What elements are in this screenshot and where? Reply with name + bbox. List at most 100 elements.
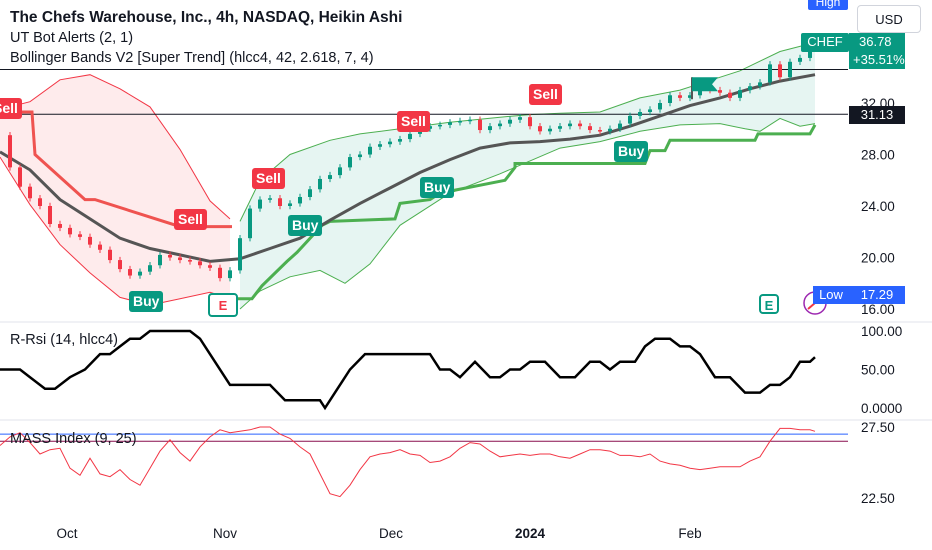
- time-axis-tick: Feb: [678, 526, 701, 541]
- bollinger-fill-bullish: [240, 42, 815, 310]
- low-price-tag: 17.29: [849, 286, 905, 304]
- candle-body: [578, 123, 582, 127]
- price-axis-tick: 20.00: [861, 251, 895, 266]
- candle-body: [188, 260, 192, 262]
- high-label: High: [808, 0, 848, 10]
- time-axis-tick: 2024: [515, 526, 546, 541]
- mass-index-line: [0, 426, 816, 498]
- candle-body: [768, 64, 772, 83]
- time-axis-tick: Nov: [213, 526, 237, 541]
- low-label: Low: [813, 286, 849, 304]
- candle-body: [778, 64, 782, 78]
- supertrend-bullish-line: [236, 124, 817, 301]
- earnings-icon-frame: [208, 293, 238, 317]
- candle-body: [138, 271, 142, 276]
- indicator-rsi-label[interactable]: R-Rsi (14, hlcc4): [10, 332, 118, 348]
- candle-body: [498, 123, 502, 127]
- candle-body: [118, 260, 122, 270]
- candle-body: [478, 119, 482, 131]
- candle-body: [318, 178, 322, 190]
- flag-icon: [692, 77, 718, 92]
- indicator-bollinger-label[interactable]: Bollinger Bands V2 [Super Trend] (hlcc4,…: [10, 50, 374, 66]
- candle-body: [168, 254, 172, 258]
- candle-body: [568, 123, 572, 127]
- currency-button[interactable]: USD: [857, 5, 921, 33]
- ticker-tag: CHEF: [801, 33, 849, 52]
- buy-signal: Buy: [129, 291, 164, 313]
- candle-body: [398, 139, 402, 142]
- candle-body: [38, 198, 42, 206]
- candle-body: [548, 128, 552, 132]
- candle-body: [458, 121, 462, 123]
- candle-body: [108, 249, 112, 261]
- candle-body: [388, 141, 392, 145]
- candle-body: [668, 95, 672, 103]
- candle-body: [438, 124, 442, 127]
- candle-body: [698, 87, 702, 96]
- price-axis-tick: 28.00: [861, 148, 895, 163]
- candle-body: [798, 57, 802, 62]
- candle-body: [98, 244, 102, 250]
- candle-body: [288, 203, 292, 206]
- last-price-tag: 36.78: [849, 33, 905, 51]
- candle-body: [608, 128, 612, 132]
- candle-body: [648, 109, 652, 113]
- candle-body: [308, 189, 312, 197]
- candle-body: [278, 198, 282, 206]
- candle-body: [338, 167, 342, 176]
- time-axis-tick: Dec: [379, 526, 403, 541]
- candle-body: [18, 167, 22, 187]
- candle-body: [148, 265, 152, 272]
- chart-title: The Chefs Warehouse, Inc., 4h, NASDAQ, H…: [10, 9, 403, 26]
- candle-body: [628, 115, 632, 124]
- candle-body: [588, 126, 592, 131]
- candle-body: [618, 123, 622, 129]
- mass-axis-tick: 22.50: [861, 491, 895, 506]
- candle-body: [218, 267, 222, 279]
- candle-body: [718, 90, 722, 93]
- candle-body: [738, 90, 742, 98]
- candle-body: [378, 144, 382, 147]
- candle-body: [68, 227, 72, 235]
- rsi-axis-tick: 100.00: [861, 324, 902, 339]
- buy-signal: Buy: [420, 176, 455, 198]
- candle-body: [678, 95, 682, 98]
- mass-axis-tick: 27.50: [861, 420, 895, 435]
- bollinger-upper-bearish: [0, 74, 231, 220]
- candle-body: [728, 92, 732, 98]
- bollinger-lower-bearish: [0, 156, 231, 306]
- candle-body: [158, 254, 162, 266]
- bollinger-lower-bullish: [239, 117, 816, 310]
- candle-body: [748, 86, 752, 91]
- candle-body: [8, 135, 12, 168]
- indicator-ut-bot-label[interactable]: UT Bot Alerts (2, 1): [10, 30, 134, 46]
- candle-body: [368, 146, 372, 155]
- candle-body: [208, 265, 212, 268]
- candle-body: [808, 46, 812, 58]
- sell-signal: Sell: [252, 167, 285, 189]
- price-axis-tick: 24.00: [861, 199, 895, 214]
- rsi-line: [0, 329, 816, 411]
- bollinger-basis-line: [0, 73, 816, 263]
- candle-body: [428, 126, 432, 129]
- candle-body: [58, 224, 62, 228]
- candle-body: [638, 112, 642, 116]
- candle-body: [558, 126, 562, 129]
- candle-body: [78, 234, 82, 237]
- candle-body: [358, 154, 362, 158]
- candle-body: [178, 257, 182, 261]
- hline-price-tag: 31.13: [849, 106, 905, 124]
- bollinger-fill-bearish: [0, 74, 230, 306]
- candle-body: [258, 199, 262, 209]
- candle-body: [528, 117, 532, 127]
- earnings-icon[interactable]: E: [759, 294, 779, 314]
- candle-body: [298, 196, 302, 204]
- indicator-mass-label[interactable]: MASS Index (9, 25): [10, 431, 137, 447]
- candle-body: [198, 261, 202, 266]
- candle-body: [88, 236, 92, 245]
- candle-body: [238, 238, 242, 271]
- candle-body: [48, 206, 52, 225]
- candle-body: [508, 119, 512, 124]
- earnings-icon-letter: E: [219, 298, 228, 313]
